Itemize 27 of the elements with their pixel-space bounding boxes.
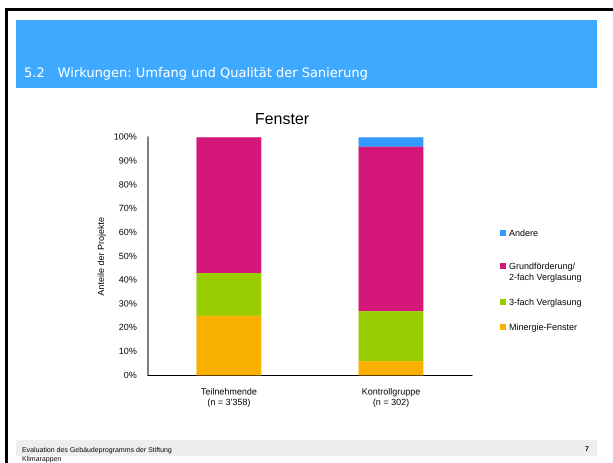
bar — [358, 137, 424, 147]
y-axis-title: Anteile der Projekte — [96, 217, 106, 296]
y-tick-label: 40% — [118, 274, 137, 285]
y-tick-label: 50% — [118, 250, 137, 261]
chart-subtitle: 5.2 Wirkungen: Umfang und Qualität der Sanierung — [24, 66, 368, 81]
y-tick-label: 90% — [118, 156, 137, 166]
y-tick-label: 80% — [118, 179, 137, 190]
y-tick-label: 20% — [118, 322, 137, 332]
legend-label: 3-fach Verglasung — [509, 297, 582, 308]
legend-label: Andere — [509, 228, 538, 239]
y-tick-label: 100% — [114, 132, 137, 142]
x-tick-label: Kontrollgruppe (n = 302) — [362, 386, 420, 408]
x-tick-label: Teilnehmende (n = 3'358) — [200, 386, 257, 408]
bar — [358, 311, 424, 362]
y-tick-label: 70% — [118, 203, 137, 214]
bar — [358, 361, 424, 376]
y-tick-label: 60% — [118, 226, 137, 237]
legend-label: Grundförderung/ 2-fach Verglasung — [509, 261, 582, 283]
y-tick-label: 30% — [118, 298, 137, 308]
bar — [196, 316, 262, 376]
bar — [196, 137, 262, 273]
chart-title: Fenster — [254, 111, 310, 128]
bar — [196, 272, 262, 316]
legend-label: Minergie-Fenster — [509, 322, 578, 333]
bar — [358, 146, 424, 312]
y-tick-label: 10% — [118, 346, 137, 356]
y-tick-label: 0% — [124, 370, 137, 380]
